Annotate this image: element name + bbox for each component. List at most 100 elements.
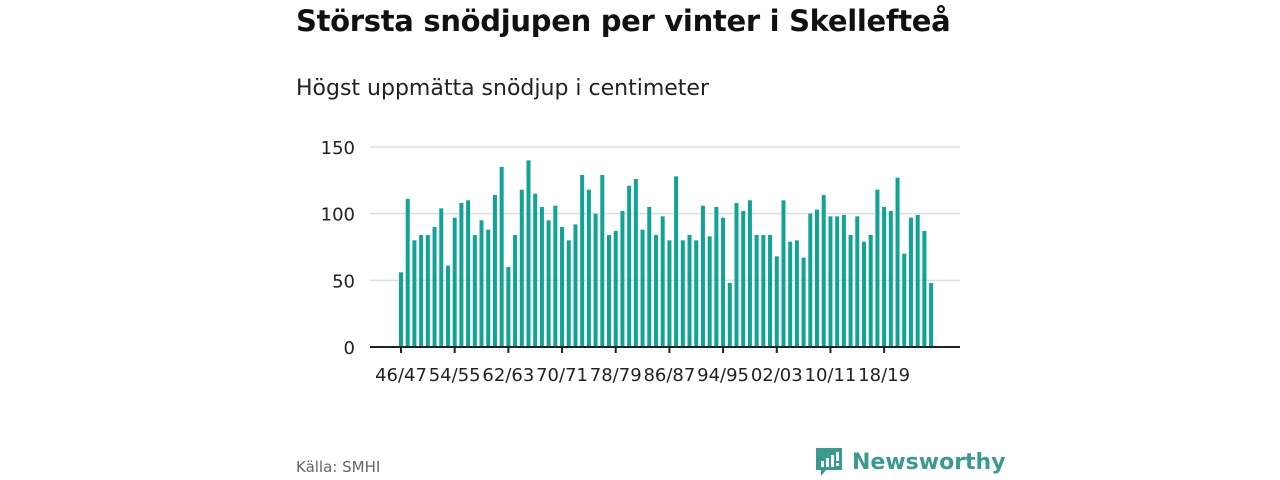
x-tick-label: 62/63 xyxy=(482,365,534,386)
bar: 68/69: 95 xyxy=(546,220,551,347)
bar: 97/98: 102 xyxy=(741,211,746,347)
bar: 23/24: 99 xyxy=(915,215,920,347)
bar: 48/49: 80 xyxy=(412,240,417,347)
bar: 96/97: 108 xyxy=(734,203,739,347)
bar: 19/20: 102 xyxy=(888,211,893,347)
bar: 01/02: 84 xyxy=(768,235,773,347)
bar: 20/21: 127 xyxy=(895,177,900,347)
bar: 83/84: 105 xyxy=(647,207,652,347)
bar: 63/64: 84 xyxy=(513,235,518,347)
bar: 60/61: 114 xyxy=(492,195,497,347)
bar: 99/00: 84 xyxy=(754,235,759,347)
bar: 04/05: 79 xyxy=(788,241,793,347)
bar: 06/07: 67 xyxy=(801,257,806,347)
bar: 91/92: 106 xyxy=(700,205,705,347)
bar: 90/91: 80 xyxy=(694,240,699,347)
bar: 00/01: 84 xyxy=(761,235,766,347)
bar: 65/66: 140 xyxy=(526,160,531,347)
bar: 95/96: 48 xyxy=(727,283,732,347)
bar: 55/56: 108 xyxy=(459,203,464,347)
bar: 05/06: 80 xyxy=(794,240,799,347)
bar: 16/17: 84 xyxy=(868,235,873,347)
bar: 86/87: 80 xyxy=(667,240,672,347)
bar: 10/11: 98 xyxy=(828,216,833,347)
chart-subtitle: Högst uppmätta snödjup i centimeter xyxy=(296,76,709,101)
bar: 09/10: 114 xyxy=(821,195,826,347)
x-tick-label: 02/03 xyxy=(751,365,803,386)
bar: 51/52: 90 xyxy=(432,227,437,347)
y-tick-label: 50 xyxy=(332,271,355,292)
bar: 84/85: 84 xyxy=(653,235,658,347)
source-note: Källa: SMHI xyxy=(296,458,381,476)
bar: 76/77: 129 xyxy=(600,175,605,347)
bar: 64/65: 118 xyxy=(519,189,524,347)
bar: 02/03: 68 xyxy=(774,256,779,347)
bar: 17/18: 118 xyxy=(875,189,880,347)
bar: 71/72: 80 xyxy=(566,240,571,347)
bar: 25/26: 48 xyxy=(929,283,934,347)
bar-chart-logo-icon xyxy=(816,448,842,476)
bar: 03/04: 110 xyxy=(781,200,786,347)
brand-name: Newsworthy xyxy=(852,449,1006,475)
bar: 80/81: 121 xyxy=(627,185,632,347)
bar: 52/53: 104 xyxy=(439,208,444,347)
bar: 85/86: 98 xyxy=(660,216,665,347)
bar: 59/60: 88 xyxy=(486,229,491,347)
x-tick-label: 10/11 xyxy=(805,365,857,386)
bar: 11/12: 98 xyxy=(835,216,840,347)
bar: 21/22: 70 xyxy=(902,253,907,347)
y-tick-label: 150 xyxy=(321,138,355,159)
bar: 54/55: 97 xyxy=(452,217,457,347)
bar: 89/90: 84 xyxy=(687,235,692,347)
x-tick-label: 46/47 xyxy=(375,365,427,386)
bar: 46/47: 56 xyxy=(399,272,403,347)
bar: 08/09: 103 xyxy=(815,209,820,347)
bar: 13/14: 84 xyxy=(848,235,853,347)
bar: 81/82: 126 xyxy=(633,179,638,347)
bar: 79/80: 102 xyxy=(620,211,625,347)
bar: 58/59: 95 xyxy=(479,220,484,347)
bar: 82/83: 88 xyxy=(640,229,645,347)
bar: 69/70: 106 xyxy=(553,205,558,347)
bar: 88/89: 80 xyxy=(680,240,685,347)
bar: 66/67: 115 xyxy=(533,193,538,347)
bar: 74/75: 118 xyxy=(586,189,591,347)
bar: 94/95: 97 xyxy=(721,217,726,347)
newsworthy-logo[interactable]: Newsworthy xyxy=(814,446,1006,478)
bar: 75/76: 100 xyxy=(593,213,598,347)
bar: 12/13: 99 xyxy=(841,215,846,347)
bar: 14/15: 98 xyxy=(855,216,860,347)
bar: 72/73: 92 xyxy=(573,224,578,347)
y-tick-label: 0 xyxy=(344,338,355,359)
bar: 50/51: 84 xyxy=(425,235,430,347)
bar: 57/58: 84 xyxy=(472,235,477,347)
bar: 93/94: 105 xyxy=(714,207,719,347)
bar: 56/57: 110 xyxy=(466,200,471,347)
bar: 18/19: 105 xyxy=(882,207,887,347)
bar: 73/74: 129 xyxy=(580,175,585,347)
bar: 87/88: 128 xyxy=(674,176,679,347)
x-tick-label: 54/55 xyxy=(429,365,481,386)
chart-title: Största snödjupen per vinter i Skellefte… xyxy=(296,4,951,38)
x-tick-label: 70/71 xyxy=(536,365,588,386)
bar: 67/68: 105 xyxy=(539,207,544,347)
bar: 92/93: 83 xyxy=(707,236,712,347)
bar: 77/78: 84 xyxy=(607,235,612,347)
y-tick-label: 100 xyxy=(321,205,355,226)
bar: 24/25: 87 xyxy=(922,231,927,347)
bar-chart: 46/47: 5647/48: 11148/49: 8049/50: 8450/… xyxy=(321,138,960,386)
bar: 53/54: 61 xyxy=(445,265,450,347)
bar: 78/79: 87 xyxy=(613,231,618,347)
bar: 15/16: 79 xyxy=(861,241,866,347)
bar: 61/62: 135 xyxy=(499,167,504,347)
x-tick-label: 86/87 xyxy=(643,365,695,386)
bar: 49/50: 84 xyxy=(419,235,424,347)
bar: 98/99: 110 xyxy=(747,200,752,347)
bar: 62/63: 60 xyxy=(506,267,511,347)
bar: 22/23: 97 xyxy=(908,217,913,347)
x-tick-label: 78/79 xyxy=(590,365,642,386)
bar: 07/08: 100 xyxy=(808,213,813,347)
x-tick-label: 94/95 xyxy=(697,365,749,386)
bar: 47/48: 111 xyxy=(405,199,410,347)
x-tick-label: 18/19 xyxy=(858,365,910,386)
